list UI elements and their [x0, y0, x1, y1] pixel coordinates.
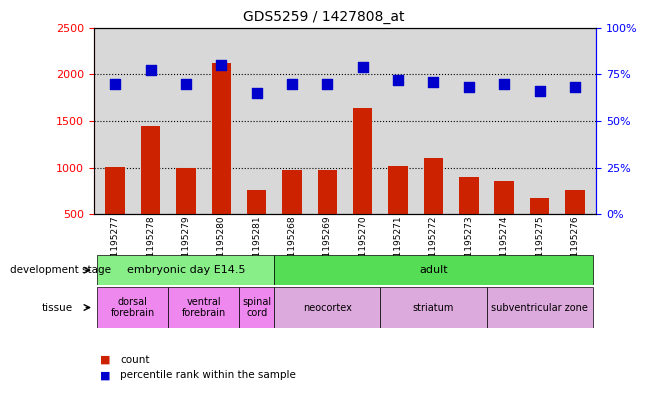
Point — [570, 84, 580, 90]
Bar — [459, 177, 479, 214]
Bar — [353, 108, 373, 214]
Bar — [318, 170, 337, 214]
Bar — [388, 166, 408, 214]
Text: tissue: tissue — [42, 303, 73, 312]
Bar — [494, 181, 514, 214]
Point — [428, 79, 439, 85]
Point — [393, 77, 403, 83]
Text: count: count — [120, 354, 150, 365]
Bar — [211, 63, 231, 214]
Point — [535, 88, 545, 94]
Text: striatum: striatum — [413, 303, 454, 312]
Point — [464, 84, 474, 90]
Text: GDS5259 / 1427808_at: GDS5259 / 1427808_at — [243, 10, 405, 24]
Point — [181, 81, 191, 87]
Text: ■: ■ — [100, 370, 111, 380]
Bar — [97, 255, 274, 285]
Bar — [106, 167, 125, 214]
Bar — [274, 287, 380, 328]
Point — [358, 64, 368, 70]
Bar — [97, 287, 168, 328]
Text: ■: ■ — [100, 354, 111, 365]
Bar — [487, 287, 593, 328]
Text: adult: adult — [419, 265, 448, 275]
Bar — [380, 287, 487, 328]
Text: development stage: development stage — [10, 265, 111, 275]
Bar — [283, 170, 302, 214]
Bar — [274, 255, 593, 285]
Text: spinal
cord: spinal cord — [242, 297, 272, 318]
Text: embryonic day E14.5: embryonic day E14.5 — [126, 265, 245, 275]
Text: dorsal
forebrain: dorsal forebrain — [111, 297, 155, 318]
Point — [322, 81, 332, 87]
Bar — [141, 125, 160, 214]
Bar — [247, 190, 266, 214]
Text: ventral
forebrain: ventral forebrain — [181, 297, 226, 318]
Bar — [530, 198, 550, 214]
Point — [251, 90, 262, 96]
Point — [216, 62, 226, 68]
Text: subventricular zone: subventricular zone — [491, 303, 588, 312]
Bar — [239, 287, 274, 328]
Bar — [424, 158, 443, 214]
Point — [110, 81, 121, 87]
Point — [499, 81, 509, 87]
Point — [287, 81, 297, 87]
Text: neocortex: neocortex — [303, 303, 352, 312]
Bar — [565, 190, 584, 214]
Text: percentile rank within the sample: percentile rank within the sample — [120, 370, 295, 380]
Bar — [176, 169, 196, 214]
Point — [145, 67, 156, 73]
Bar — [168, 287, 239, 328]
